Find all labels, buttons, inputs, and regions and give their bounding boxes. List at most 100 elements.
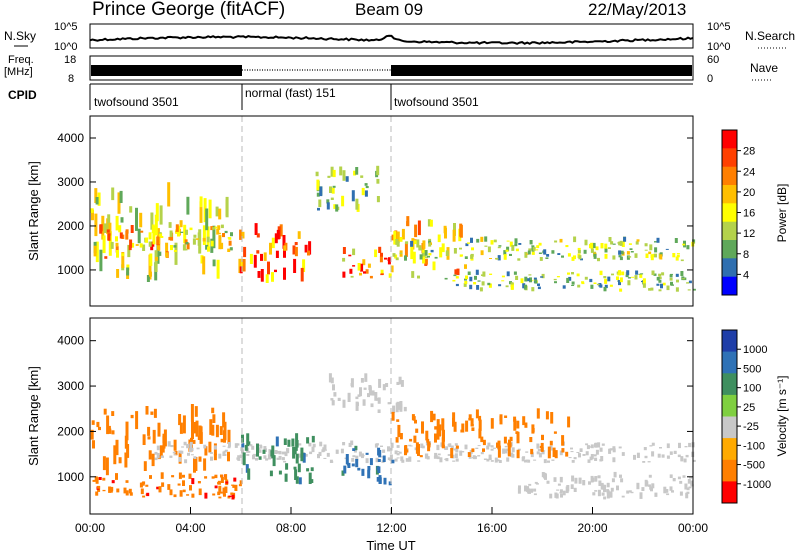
heatmap-cell xyxy=(106,229,110,233)
heatmap-cell xyxy=(620,250,624,255)
heatmap-cell xyxy=(515,431,519,434)
heatmap-cell xyxy=(95,241,99,263)
heatmap-cell xyxy=(193,456,197,459)
heatmap-cell xyxy=(156,445,160,451)
heatmap-cell xyxy=(529,240,533,245)
heatmap-cell xyxy=(211,476,215,479)
heatmap-cell xyxy=(611,273,614,276)
heatmap-cell xyxy=(139,482,143,488)
heatmap-cell xyxy=(233,477,237,482)
heatmap-cell xyxy=(300,447,304,462)
heatmap-cell xyxy=(229,247,233,251)
heatmap-cell xyxy=(516,420,520,429)
heatmap-cell xyxy=(217,491,221,496)
heatmap-cell xyxy=(159,205,163,225)
heatmap-cell xyxy=(156,243,160,264)
heatmap-cell xyxy=(502,448,506,454)
heatmap-cell xyxy=(683,458,687,463)
heatmap-cell xyxy=(146,275,150,282)
heatmap-cell xyxy=(168,236,172,241)
heatmap-cell xyxy=(295,440,299,448)
heatmap-cell xyxy=(183,441,187,446)
heatmap-cell xyxy=(359,272,362,276)
heatmap-cell xyxy=(630,251,634,253)
heatmap-cell xyxy=(135,207,138,231)
heatmap-cell xyxy=(292,245,296,255)
heatmap-cell xyxy=(115,473,118,480)
heatmap-cell xyxy=(549,440,553,446)
heatmap-cell xyxy=(396,419,400,422)
heatmap-cell xyxy=(535,483,539,485)
heatmap-cell xyxy=(471,448,475,453)
heatmap-cell xyxy=(211,424,215,436)
heatmap-cell xyxy=(274,269,277,273)
heatmap-cell xyxy=(530,448,534,455)
heatmap-cell xyxy=(524,276,528,282)
heatmap-cell xyxy=(355,167,359,175)
heatmap-cell xyxy=(606,482,610,488)
heatmap-cell xyxy=(424,250,428,256)
heatmap-cell xyxy=(674,238,678,243)
heatmap-cell xyxy=(432,261,436,271)
heatmap-cell xyxy=(105,457,109,476)
heatmap-cell xyxy=(642,282,646,288)
heatmap-cell xyxy=(253,453,257,457)
cpid-segment-twofsound-late: twofsound 3501 xyxy=(394,95,479,109)
heatmap-cell xyxy=(173,494,177,498)
heatmap-cell xyxy=(524,485,527,492)
heatmap-cell xyxy=(364,190,368,197)
heatmap-cell xyxy=(224,474,228,480)
heatmap-cell xyxy=(260,269,264,282)
heatmap-cell xyxy=(567,253,571,257)
heatmap-cell xyxy=(115,236,118,242)
heatmap-cell xyxy=(306,468,310,472)
heatmap-cell xyxy=(202,225,206,245)
heatmap-cell xyxy=(129,239,133,248)
heatmap-cell xyxy=(206,236,210,243)
heatmap-cell xyxy=(683,240,686,247)
heatmap-cell xyxy=(174,450,178,456)
heatmap-cell xyxy=(142,434,146,445)
heatmap-cell xyxy=(256,250,260,254)
heatmap-cell xyxy=(618,446,622,449)
heatmap-cell xyxy=(465,420,469,432)
heatmap-cell xyxy=(258,456,262,460)
heatmap-cell xyxy=(204,446,208,456)
heatmap-cell xyxy=(647,461,651,463)
heatmap-cell xyxy=(540,442,544,452)
heatmap-cell xyxy=(589,278,593,283)
heatmap-cell xyxy=(324,449,327,451)
heatmap-cell xyxy=(316,192,320,197)
heatmap-cell xyxy=(613,471,617,478)
heatmap-cell xyxy=(599,270,603,276)
heatmap-cell xyxy=(360,263,364,272)
heatmap-cell xyxy=(474,275,477,280)
heatmap-cell xyxy=(95,197,99,205)
heatmap-cell xyxy=(448,443,452,448)
heatmap-cell xyxy=(640,273,644,275)
heatmap-cell xyxy=(293,466,297,470)
nsky-trace xyxy=(89,34,694,45)
heatmap-cell xyxy=(125,421,129,441)
heatmap-cell xyxy=(192,238,196,245)
heatmap-cell xyxy=(388,273,392,278)
heatmap-cell xyxy=(278,470,282,475)
heatmap-cell xyxy=(594,490,598,492)
heatmap-cell xyxy=(117,192,121,214)
heatmap-cell xyxy=(380,273,384,276)
colorbar-tick-label: 100 xyxy=(743,383,761,395)
heatmap-cell xyxy=(497,445,501,458)
heatmap-cell xyxy=(477,455,481,457)
heatmap-cell xyxy=(498,245,502,247)
heatmap-cell xyxy=(188,473,192,479)
heatmap-cell xyxy=(671,490,674,493)
heatmap-cell xyxy=(390,442,394,448)
heatmap-cell xyxy=(562,490,566,496)
heatmap-cell xyxy=(374,392,378,401)
heatmap-cell xyxy=(247,468,251,480)
heatmap-cell xyxy=(687,479,691,484)
colorbar-swatch xyxy=(722,481,737,504)
x-tick-label: 20:00 xyxy=(577,521,607,535)
heatmap-cell xyxy=(595,246,599,251)
heatmap-cell xyxy=(468,417,472,421)
